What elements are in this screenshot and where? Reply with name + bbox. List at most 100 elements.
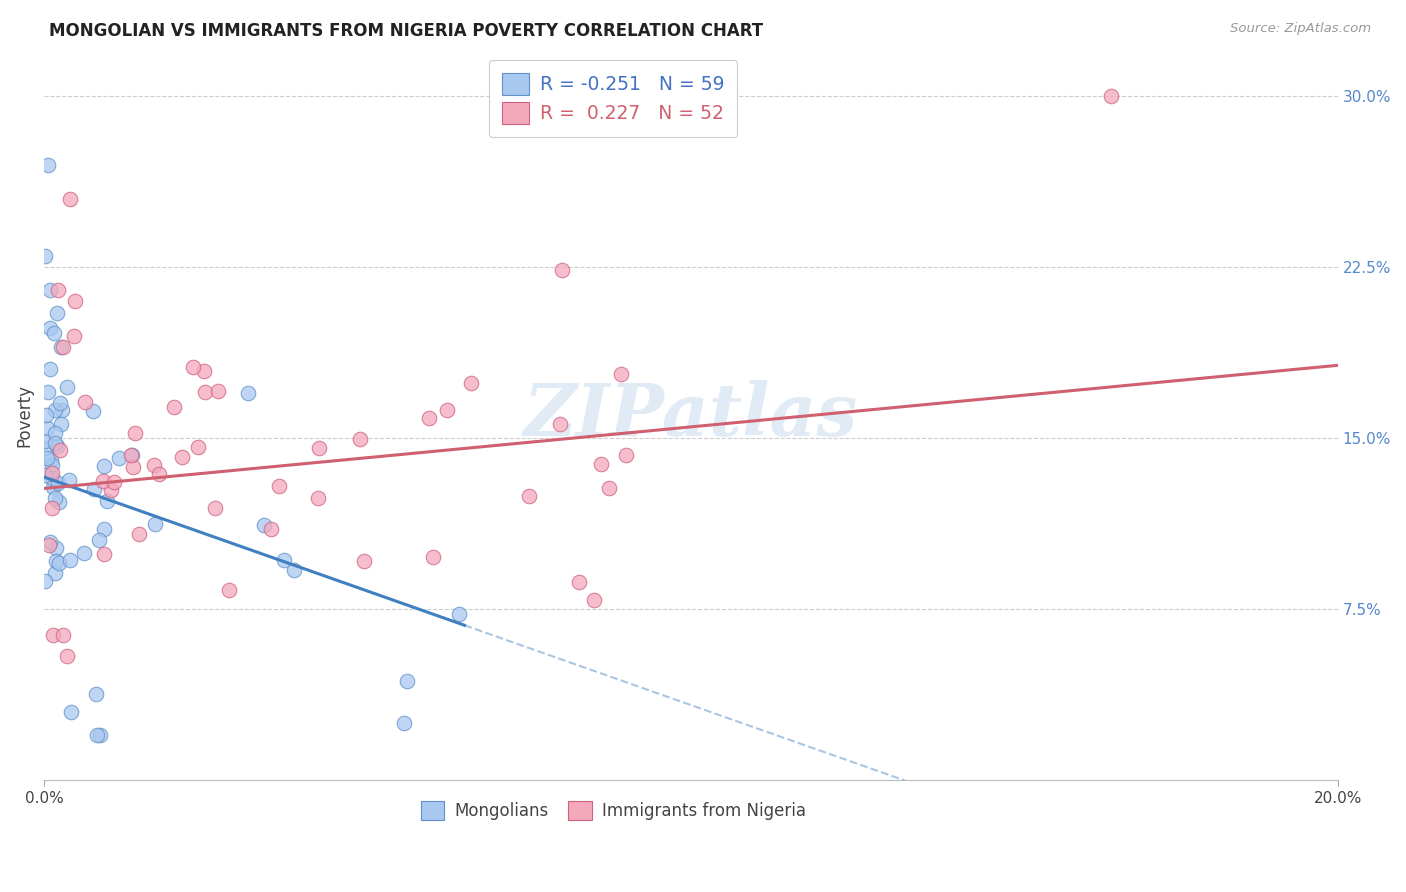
- Point: [58, 552, 80, 566]
- Y-axis label: Poverty: Poverty: [15, 384, 32, 447]
- Point: [44, 435, 66, 450]
- Point: [49, 442, 72, 457]
- Point: [353, 554, 375, 568]
- Point: [582, 593, 605, 607]
- Point: [89, 728, 111, 742]
- Point: [44, 426, 66, 441]
- Point: [96, 493, 118, 508]
- Point: [181, 359, 204, 374]
- Point: [308, 442, 330, 456]
- Point: [121, 460, 143, 475]
- Point: [253, 517, 276, 532]
- Point: [93, 522, 115, 536]
- Point: [59, 705, 82, 719]
- Point: [49, 417, 72, 431]
- Point: [170, 450, 193, 464]
- Point: [269, 479, 291, 493]
- Point: [283, 563, 305, 577]
- Point: [100, 483, 122, 497]
- Point: [44, 326, 66, 340]
- Point: [49, 340, 72, 354]
- Point: [46, 283, 69, 297]
- Point: [436, 402, 458, 417]
- Point: [49, 396, 72, 410]
- Point: [128, 527, 150, 541]
- Point: [63, 328, 86, 343]
- Point: [41, 466, 63, 480]
- Point: [48, 556, 70, 570]
- Point: [103, 475, 125, 490]
- Point: [550, 262, 572, 277]
- Point: [143, 458, 166, 473]
- Point: [45, 306, 67, 320]
- Point: [37, 158, 59, 172]
- Point: [44, 491, 66, 505]
- Point: [39, 452, 62, 467]
- Point: [38, 534, 60, 549]
- Point: [34, 434, 56, 449]
- Point: [45, 541, 67, 555]
- Point: [75, 394, 97, 409]
- Point: [193, 364, 215, 378]
- Point: [395, 674, 418, 689]
- Point: [38, 361, 60, 376]
- Point: [349, 432, 371, 446]
- Point: [124, 426, 146, 441]
- Point: [91, 474, 114, 488]
- Point: [82, 404, 104, 418]
- Point: [34, 441, 56, 455]
- Legend: Mongolians, Immigrants from Nigeria: Mongolians, Immigrants from Nigeria: [415, 794, 813, 827]
- Point: [121, 448, 143, 462]
- Text: MONGOLIAN VS IMMIGRANTS FROM NIGERIA POVERTY CORRELATION CHART: MONGOLIAN VS IMMIGRANTS FROM NIGERIA POV…: [49, 22, 763, 40]
- Point: [162, 400, 184, 414]
- Point: [143, 516, 166, 531]
- Point: [187, 441, 209, 455]
- Point: [41, 471, 63, 485]
- Point: [35, 421, 58, 435]
- Point: [108, 451, 131, 466]
- Point: [38, 321, 60, 335]
- Point: [610, 367, 633, 381]
- Point: [44, 566, 66, 581]
- Point: [273, 552, 295, 566]
- Point: [58, 473, 80, 487]
- Point: [93, 547, 115, 561]
- Point: [591, 457, 613, 471]
- Point: [45, 439, 67, 453]
- Point: [35, 408, 58, 422]
- Point: [87, 533, 110, 547]
- Point: [204, 500, 226, 515]
- Point: [120, 448, 142, 462]
- Point: [307, 491, 329, 505]
- Text: Source: ZipAtlas.com: Source: ZipAtlas.com: [1230, 22, 1371, 36]
- Point: [207, 384, 229, 398]
- Point: [37, 384, 59, 399]
- Point: [46, 475, 69, 490]
- Point: [55, 649, 77, 664]
- Point: [63, 294, 86, 309]
- Point: [34, 574, 56, 589]
- Point: [34, 249, 56, 263]
- Point: [41, 458, 63, 472]
- Point: [41, 500, 63, 515]
- Point: [55, 380, 77, 394]
- Point: [418, 410, 440, 425]
- Point: [38, 538, 60, 552]
- Point: [422, 549, 444, 564]
- Point: [148, 467, 170, 482]
- Point: [194, 384, 217, 399]
- Point: [568, 574, 591, 589]
- Point: [460, 376, 482, 390]
- Point: [392, 716, 415, 731]
- Point: [598, 481, 620, 495]
- Point: [548, 417, 571, 431]
- Point: [73, 546, 96, 560]
- Point: [44, 402, 66, 417]
- Point: [1099, 89, 1122, 103]
- Text: ZIPatlas: ZIPatlas: [524, 380, 858, 451]
- Point: [614, 448, 637, 462]
- Point: [52, 340, 75, 354]
- Point: [48, 494, 70, 508]
- Point: [83, 482, 105, 496]
- Point: [34, 467, 56, 482]
